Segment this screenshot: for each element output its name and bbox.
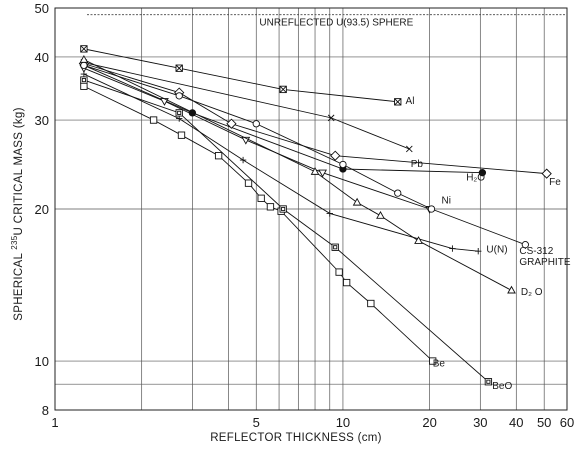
data-point-cs-312-graphite [80, 61, 88, 69]
data-point-d-o [79, 54, 89, 63]
data-point-cs-312-graphite [427, 205, 436, 213]
series-be: Be [80, 82, 446, 370]
series-al: Al [80, 45, 415, 107]
data-point-ni [318, 169, 327, 178]
series-line-pb [83, 62, 410, 150]
series-beo: BeO [80, 76, 512, 392]
data-point-h-o [478, 169, 487, 177]
data-point-d-o [414, 236, 423, 244]
series-label-al: Al [406, 96, 415, 107]
x-tick-label: 20 [422, 415, 436, 430]
data-point-be [80, 82, 88, 90]
data-point-be [149, 116, 158, 124]
x-tick-label: 1 [51, 415, 58, 430]
y-tick-label: 10 [35, 354, 49, 369]
y-axis-ticks: 8 10 20 30 40 50 [35, 1, 49, 418]
series-line-al [83, 48, 398, 103]
series-label-d-o: D₂ O [521, 287, 543, 298]
data-point-cs-312-graphite [252, 120, 260, 128]
x-tick-label: 10 [336, 415, 350, 430]
data-point-u-n [449, 245, 456, 252]
data-point-u-n [475, 247, 482, 255]
data-point-be [244, 179, 253, 187]
reference-line-label: UNREFLECTED U(93.5) SPHERE [259, 18, 413, 29]
series-line-u-n [83, 73, 479, 252]
x-axis-label: REFLECTOR THICKNESS (cm) [210, 432, 382, 444]
data-point-al [175, 64, 183, 72]
y-tick-label: 50 [35, 1, 49, 16]
x-tick-label: 30 [473, 415, 487, 430]
data-point-u-n [80, 70, 88, 78]
data-point-pb [327, 114, 335, 122]
series-layer: Al Pb H₂O Fe Ni CS-312 GRAPHITE U(N) D₂ O Be BeO [78, 45, 571, 392]
data-point-beo [279, 205, 287, 213]
data-point-al [394, 98, 402, 106]
series-label-cs-312-graphite: CS-312 GRAPHITE [519, 246, 570, 268]
data-point-al [80, 45, 88, 53]
y-tick-label: 30 [35, 113, 49, 128]
series-pb: Pb [80, 59, 424, 170]
y-tick-label: 40 [35, 50, 49, 65]
series-label-pb: Pb [411, 159, 424, 170]
x-tick-label: 50 [537, 415, 551, 430]
data-point-beo [175, 109, 183, 117]
reference-line: UNREFLECTED U(93.5) SPHERE [87, 14, 567, 29]
data-point-be [429, 357, 437, 365]
series-line-beo [83, 79, 489, 383]
series-cs-312-graphite: CS-312 GRAPHITE [80, 61, 571, 268]
data-point-u-n [326, 210, 333, 217]
y-axis-label-superscript: 235 [10, 235, 19, 249]
data-point-beo [331, 243, 339, 251]
series-line-h-o [83, 64, 483, 174]
series-line-be [83, 85, 434, 362]
y-axis-label-part-1: SPHERICAL [13, 250, 25, 321]
series-u-n: U(N) [80, 70, 508, 256]
data-point-cs-312-graphite [339, 160, 347, 169]
data-point-fe [226, 118, 237, 129]
data-point-d-o [376, 210, 385, 219]
series-label-u-n: U(N) [486, 245, 507, 256]
y-axis-label-part-2: U CRITICAL MASS (kg) [13, 107, 25, 235]
series-label-ni: Ni [442, 196, 451, 207]
data-point-al [279, 85, 287, 94]
data-point-be [266, 203, 275, 211]
x-tick-label: 5 [253, 415, 260, 430]
data-point-d-o [352, 197, 362, 206]
data-point-cs-312-graphite [394, 189, 402, 197]
grid [55, 8, 567, 410]
y-tick-label: 20 [35, 202, 49, 217]
data-point-be [342, 278, 351, 287]
data-point-be [335, 268, 343, 276]
data-point-be [257, 194, 265, 202]
data-point-cs-312-graphite [175, 92, 183, 100]
x-tick-label: 40 [509, 415, 523, 430]
data-point-beo [80, 76, 88, 84]
data-point-be [177, 131, 186, 139]
series-label-beo: BeO [492, 381, 512, 392]
series-d-o: D₂ O [79, 54, 543, 298]
x-axis-ticks: 1 5 10 20 30 40 50 60 [51, 415, 574, 430]
data-point-d-o [310, 167, 320, 175]
series-label-h-o: H₂O [466, 172, 485, 183]
series-line-d-o [83, 59, 512, 291]
y-axis-label: SPHERICAL 235U CRITICAL MASS (kg) [10, 107, 25, 320]
data-point-fe [330, 150, 341, 161]
data-point-beo [484, 378, 493, 386]
plot-frame [54, 7, 568, 411]
data-point-be [214, 152, 223, 160]
data-point-be [367, 299, 375, 308]
y-tick-label: 8 [42, 403, 49, 418]
x-tick-label: 60 [560, 415, 574, 430]
data-point-pb [405, 145, 413, 153]
data-point-d-o [507, 285, 516, 294]
data-point-u-n [239, 156, 247, 164]
series-label-be: Be [433, 359, 446, 370]
series-line-ni [83, 67, 430, 210]
data-point-cs-312-graphite [521, 241, 529, 249]
data-point-fe [541, 168, 552, 179]
series-label-fe: Fe [549, 177, 561, 188]
